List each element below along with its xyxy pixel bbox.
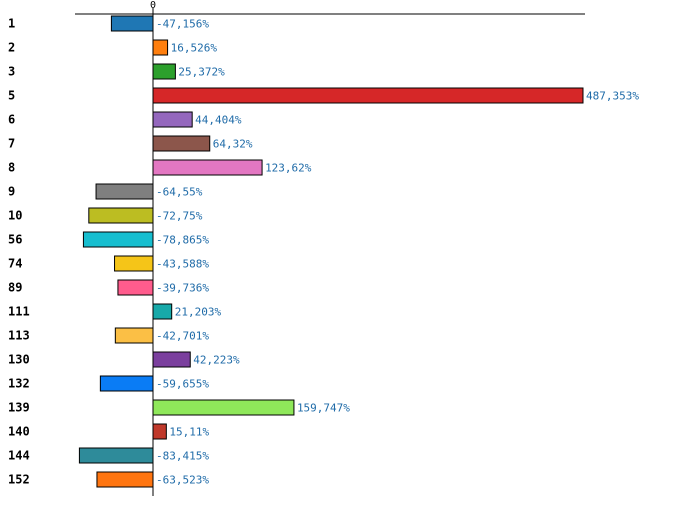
value-label-5: 487,353% <box>586 90 639 103</box>
category-label-10: 10 <box>8 209 22 223</box>
bar-74 <box>114 255 154 272</box>
category-label-8: 8 <box>8 161 15 175</box>
value-label-9: -64,55% <box>156 186 203 199</box>
value-label-8: 123,62% <box>265 162 312 175</box>
bar-3 <box>152 63 176 80</box>
category-label-132: 132 <box>8 377 30 391</box>
value-label-6: 44,404% <box>195 114 242 127</box>
category-label-3: 3 <box>8 65 15 79</box>
category-label-56: 56 <box>8 233 22 247</box>
bar-7 <box>152 135 211 152</box>
category-label-140: 140 <box>8 425 30 439</box>
bar-1 <box>110 15 154 32</box>
category-label-113: 113 <box>8 329 30 343</box>
bar-5 <box>152 87 584 104</box>
bar-139 <box>152 399 295 416</box>
bar-8 <box>152 159 263 176</box>
bar-113 <box>114 327 154 344</box>
bar-9 <box>95 183 154 200</box>
bar-2 <box>152 39 169 56</box>
bar-130 <box>152 351 191 368</box>
value-label-132: -59,655% <box>156 378 209 391</box>
category-label-2: 2 <box>8 41 15 55</box>
category-label-130: 130 <box>8 353 30 367</box>
zero-tick-label: 0 <box>150 0 156 11</box>
bar-6 <box>152 111 193 128</box>
bar-89 <box>117 279 154 296</box>
bar-56 <box>82 231 154 248</box>
value-label-74: -43,588% <box>156 258 209 271</box>
value-label-89: -39,736% <box>156 282 209 295</box>
category-label-74: 74 <box>8 257 22 271</box>
value-label-139: 159,747% <box>297 402 350 415</box>
category-label-5: 5 <box>8 89 15 103</box>
value-label-2: 16,526% <box>171 42 218 55</box>
category-label-7: 7 <box>8 137 15 151</box>
category-label-1: 1 <box>8 17 15 31</box>
category-label-139: 139 <box>8 401 30 415</box>
labels-group: 1 -47,156% 2 16,526% 3 25,372% 5 487,353% 6 44,40… <box>8 17 639 487</box>
bar-140 <box>152 423 167 440</box>
bar-132 <box>99 375 154 392</box>
category-label-6: 6 <box>8 113 15 127</box>
bar-152 <box>96 471 154 488</box>
value-label-56: -78,865% <box>156 234 209 247</box>
category-label-89: 89 <box>8 281 22 295</box>
category-label-111: 111 <box>8 305 30 319</box>
value-label-10: -72,75% <box>156 210 203 223</box>
value-label-1: -47,156% <box>156 18 209 31</box>
value-label-144: -83,415% <box>156 450 209 463</box>
value-label-130: 42,223% <box>193 354 240 367</box>
category-label-144: 144 <box>8 449 30 463</box>
bar-10 <box>88 207 154 224</box>
value-label-111: 21,203% <box>175 306 222 319</box>
value-label-113: -42,701% <box>156 330 209 343</box>
bars-group <box>78 15 584 488</box>
category-label-9: 9 <box>8 185 15 199</box>
value-label-140: 15,11% <box>169 426 209 439</box>
category-label-152: 152 <box>8 473 30 487</box>
bar-111 <box>152 303 173 320</box>
value-label-3: 25,372% <box>178 66 225 79</box>
value-label-152: -63,523% <box>156 474 209 487</box>
bar-144 <box>78 447 154 464</box>
value-label-7: 64,32% <box>213 138 253 151</box>
